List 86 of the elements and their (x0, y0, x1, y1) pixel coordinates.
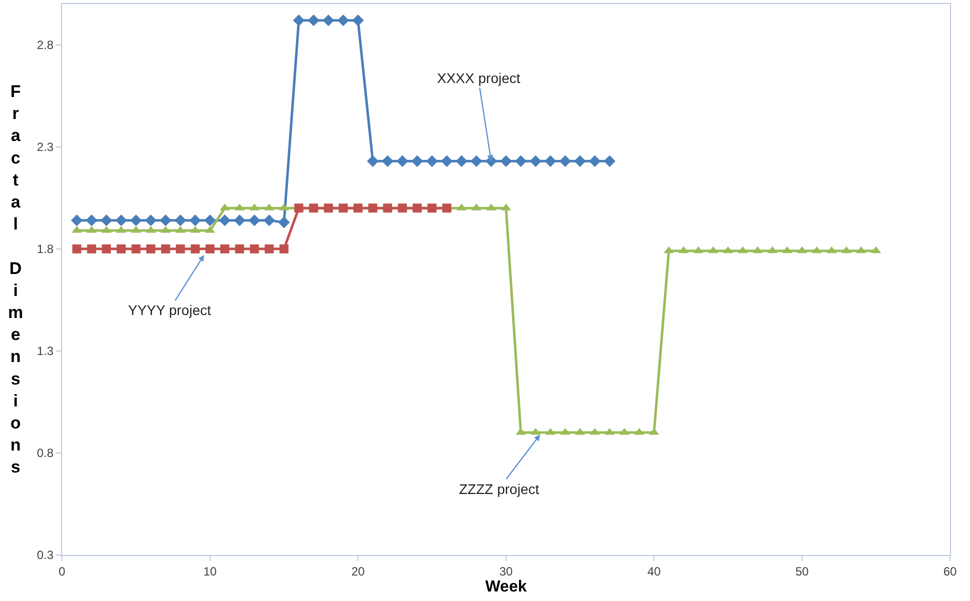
point (100, 214, 112, 226)
y-tick-label: 1.8 (36, 242, 54, 256)
point (574, 155, 586, 167)
point (428, 204, 436, 213)
point (588, 155, 601, 167)
annotation: ZZZZ project (459, 481, 540, 497)
point (738, 246, 748, 254)
x-tick-label: 20 (351, 564, 365, 578)
point (782, 246, 792, 254)
annotation: YYYY project (128, 302, 212, 318)
x-tick-label: 60 (943, 564, 957, 578)
point (426, 155, 438, 167)
point (354, 204, 362, 213)
y-tick-label: 2.8 (36, 38, 54, 52)
point (456, 155, 468, 167)
point (604, 155, 616, 167)
y-tick-label: 0.3 (36, 548, 54, 562)
x-axis-title: Week (485, 578, 527, 596)
point (263, 214, 276, 226)
point (559, 155, 572, 167)
point (234, 214, 246, 226)
y-tick-label: 1.3 (36, 344, 54, 358)
point (470, 155, 482, 167)
point (708, 246, 718, 254)
point (235, 244, 244, 254)
point (812, 246, 822, 254)
x-tick-label: 50 (795, 564, 809, 578)
y-tick-label: 2.3 (36, 140, 54, 154)
point (382, 155, 394, 167)
point (308, 14, 320, 26)
x-tick-label: 30 (499, 564, 513, 578)
point (86, 214, 98, 226)
point (160, 214, 172, 226)
point (856, 246, 866, 254)
point (116, 244, 126, 254)
point (132, 244, 140, 254)
point (220, 244, 230, 254)
point (352, 14, 364, 26)
point (396, 155, 408, 167)
point (442, 204, 452, 213)
point (204, 214, 216, 226)
x-tick-label: 40 (647, 564, 661, 578)
point (72, 244, 82, 254)
point (544, 155, 556, 167)
point (250, 244, 259, 254)
text: Fractal Dimensions (8, 82, 24, 477)
point (248, 214, 260, 226)
point (514, 155, 527, 167)
point (144, 214, 157, 226)
point (366, 155, 379, 167)
point (309, 204, 318, 213)
point (115, 214, 128, 226)
point (264, 244, 274, 254)
point (368, 204, 378, 213)
point (278, 216, 290, 228)
point (174, 214, 186, 226)
point (500, 155, 512, 167)
annotation: XXXX project (437, 70, 520, 86)
point (322, 14, 334, 26)
point (70, 214, 83, 226)
x-tick-label: 10 (203, 564, 217, 578)
point (383, 204, 392, 213)
point (530, 155, 542, 167)
point (189, 214, 202, 226)
point (337, 14, 350, 26)
point (218, 214, 231, 226)
point (190, 244, 200, 254)
point (280, 244, 288, 254)
point (664, 246, 674, 254)
y-tick-label: 0.8 (36, 446, 54, 460)
x-tick-label: 0 (58, 564, 66, 578)
point (176, 244, 185, 254)
point (324, 204, 333, 213)
point (411, 155, 424, 167)
point (102, 244, 111, 254)
point (412, 204, 422, 213)
point (338, 204, 348, 213)
point (292, 14, 305, 26)
point (130, 214, 142, 226)
point (206, 244, 214, 254)
point (398, 204, 407, 213)
point (294, 204, 304, 213)
point (440, 155, 453, 167)
point (87, 244, 96, 254)
point (146, 244, 156, 254)
point (161, 244, 170, 254)
